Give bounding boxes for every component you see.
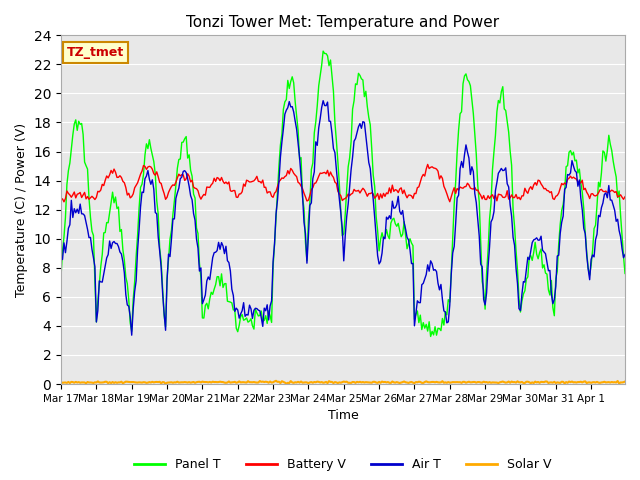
Panel T <box>57 273 65 279</box>
Solar V <box>462 380 470 385</box>
Air T <box>350 138 358 144</box>
Air T <box>57 253 65 259</box>
Solar V <box>272 378 280 384</box>
Text: TZ_tmet: TZ_tmet <box>67 46 124 59</box>
Line: Battery V: Battery V <box>61 165 625 202</box>
Air T <box>462 142 470 148</box>
Solar V <box>621 379 629 384</box>
Battery V <box>424 162 431 168</box>
Solar V <box>76 380 84 385</box>
Panel T <box>620 253 627 259</box>
Panel T <box>76 121 84 127</box>
Air T <box>128 332 136 338</box>
Battery V <box>621 194 629 200</box>
Panel T <box>621 271 629 276</box>
Line: Solar V: Solar V <box>61 381 625 384</box>
Battery V <box>349 191 356 196</box>
Battery V <box>620 196 627 202</box>
Battery V <box>60 199 68 204</box>
Panel T <box>427 334 435 339</box>
Title: Tonzi Tower Met: Temperature and Power: Tonzi Tower Met: Temperature and Power <box>186 15 500 30</box>
Legend: Panel T, Battery V, Air T, Solar V: Panel T, Battery V, Air T, Solar V <box>129 453 557 476</box>
Air T <box>621 252 629 257</box>
Air T <box>94 308 102 313</box>
Panel T <box>546 292 554 298</box>
Air T <box>546 267 554 273</box>
Panel T <box>319 48 327 54</box>
Solar V <box>94 379 102 384</box>
Y-axis label: Temperature (C) / Power (V): Temperature (C) / Power (V) <box>15 122 28 297</box>
Panel T <box>462 71 470 77</box>
Line: Panel T: Panel T <box>61 51 625 336</box>
Battery V <box>546 190 554 195</box>
Battery V <box>78 194 86 200</box>
Solar V <box>350 379 358 385</box>
Solar V <box>620 379 627 385</box>
Air T <box>620 255 627 261</box>
Air T <box>319 98 327 104</box>
Panel T <box>349 106 356 112</box>
Line: Air T: Air T <box>61 101 625 335</box>
Battery V <box>57 197 65 203</box>
Air T <box>76 201 84 207</box>
Battery V <box>462 184 470 190</box>
Panel T <box>94 298 102 304</box>
Solar V <box>546 380 554 385</box>
Battery V <box>95 189 103 195</box>
Solar V <box>162 381 170 386</box>
X-axis label: Time: Time <box>328 409 358 422</box>
Solar V <box>57 379 65 385</box>
